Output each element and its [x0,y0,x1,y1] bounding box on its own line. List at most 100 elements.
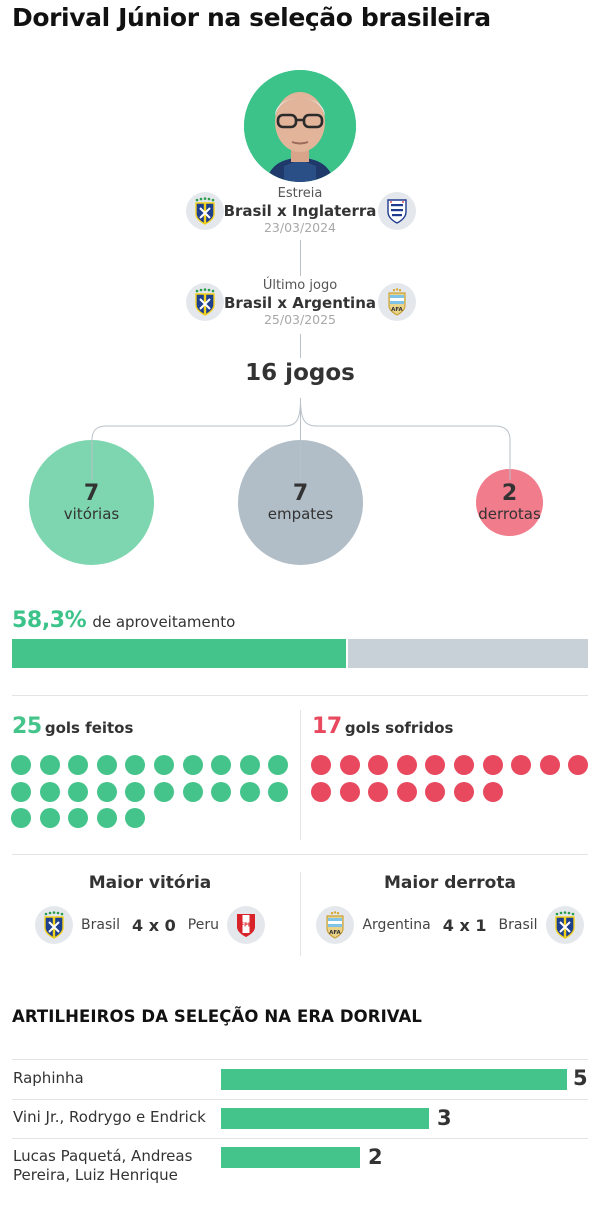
goal-dot [396,755,417,775]
debut-label: Estreia [277,186,323,201]
goal-dot [453,781,474,802]
goal-dot [182,755,203,775]
biggest-loss-title: Maior derrota [384,873,516,893]
goal-dot [96,808,117,829]
last-game-label: Último jogo [262,278,338,293]
performance-percent: 58,3% [12,608,87,633]
goal-dot [239,755,260,775]
brazil-crest-icon [186,192,224,230]
goal-dot [125,808,146,829]
last-game-match: Último jogo Brasil x Argentina 25/03/202… [180,278,420,328]
biggest-win: Maior vitória Brasil 4 x 0 Peru [6,870,294,944]
goals-for-dots [11,755,301,835]
coach-photo-icon [244,70,356,182]
goal-dot [39,781,60,802]
divider [300,872,301,956]
performance-header: 58,3% de aproveitamento [12,608,235,633]
goal-dot [568,755,589,775]
scorer-value: 3 [437,1106,452,1130]
total-games: 16 jogos [245,360,355,386]
last-game-date: 25/03/2025 [263,312,337,327]
goal-dot [482,755,503,775]
biggest-win-away: Peru [187,917,219,933]
goal-dot [339,755,360,775]
goal-dot [211,781,232,802]
debut-match: Estreia Brasil x Inglaterra 23/03/2024 [180,186,420,236]
goal-dot [211,755,232,775]
goal-dot [268,781,289,802]
goal-dot [239,781,260,802]
scorer-row: Vini Jr., Rodrygo e Endrick 3 [12,1099,588,1138]
biggest-loss: Maior derrota Argentina 4 x 1 Brasil [306,870,594,944]
divider [12,854,588,855]
debut-teams: Brasil x Inglaterra [223,202,377,220]
goal-dot [339,781,360,802]
scorer-name: Raphinha [13,1069,84,1087]
biggest-win-home: Brasil [81,917,121,933]
scorer-bar [221,1108,429,1129]
scorer-value: 5 [573,1066,588,1090]
england-crest-icon [378,192,416,230]
timeline-connector [300,240,301,276]
divider [12,695,588,696]
wins-value: 7 [83,480,100,506]
debut-date: 23/03/2024 [263,220,337,235]
scorer-bar [221,1069,567,1090]
wins-label: vitórias [63,504,120,523]
goal-dot [39,808,60,829]
losses-value: 2 [501,480,518,506]
goal-dot [68,755,89,775]
goals-for-header: 25 gols feitos [12,714,133,739]
scorers-title: ARTILHEIROS DA SELEÇÃO NA ERA DORIVAL [12,1007,423,1026]
scorer-row: Raphinha 5 [12,1059,588,1099]
goal-dot [311,755,331,775]
coach-portrait [244,70,356,182]
scorer-name: Vini Jr., Rodrygo e Endrick [13,1108,206,1126]
scorer-row: Lucas Paquetá, Andreas Pereira, Luiz Hen… [12,1138,588,1188]
goal-dot [96,781,117,802]
scorer-bar [221,1147,360,1168]
biggest-loss-home: Argentina [362,917,431,933]
goal-dot [425,755,446,775]
goal-dot [11,808,31,829]
goals-against-header: 17 gols sofridos [312,714,453,739]
last-game-teams: Brasil x Argentina [224,294,376,312]
divider [300,710,301,840]
argentina-crest-icon [316,906,355,944]
scorer-value: 2 [368,1145,383,1169]
goal-dot [368,755,389,775]
goal-dot [125,781,146,802]
peru-crest-icon [226,906,265,944]
goals-against-label: gols sofridos [344,719,454,737]
goal-dot [96,755,117,775]
goal-dot [453,755,474,775]
draws-label: empates [267,504,334,523]
goals-for-value: 25 [12,714,42,739]
performance-bar-fill [12,639,348,668]
performance-bar [12,639,588,668]
goal-dot [368,781,389,802]
performance-label: de aproveitamento [92,613,236,631]
timeline-connector [300,334,301,358]
goal-dot [182,781,203,802]
draws-value: 7 [292,480,309,506]
goal-dot [153,781,174,802]
goals-against-dots [311,755,600,808]
goal-dot [396,781,417,802]
goal-dot [153,755,174,775]
argentina-crest-icon [378,283,416,321]
brazil-crest-icon [186,283,224,321]
biggest-win-score: 4 x 0 [132,915,176,935]
scorer-name: Lucas Paquetá, Andreas Pereira, Luiz Hen… [13,1147,193,1184]
page-title: Dorival Júnior na seleção brasileira [12,3,491,32]
goal-dot [539,755,560,775]
goal-dot [11,781,31,802]
goal-dot [511,755,532,775]
biggest-loss-away: Brasil [498,917,538,933]
goal-dot [11,755,31,775]
goal-dot [482,781,503,802]
brazil-crest-icon [545,906,584,944]
losses-label: derrotas [478,504,541,523]
goal-dot [68,781,89,802]
goal-dot [39,755,60,775]
